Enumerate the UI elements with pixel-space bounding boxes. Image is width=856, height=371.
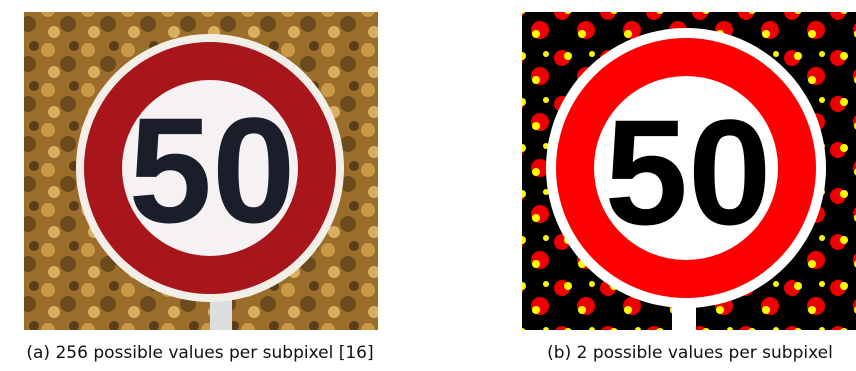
caption: (b) 2 possible values per subpixel [547,343,833,363]
sign-number: 50 [605,88,772,256]
image-b: 50 [522,12,856,330]
image-a: 50 [24,12,378,330]
figure: 50 50 (a) 256 possible values per subpix… [0,0,856,371]
sign-number: 50 [129,86,296,254]
pole [210,300,232,330]
caption: (a) 256 possible values per subpixel [16… [26,343,373,363]
